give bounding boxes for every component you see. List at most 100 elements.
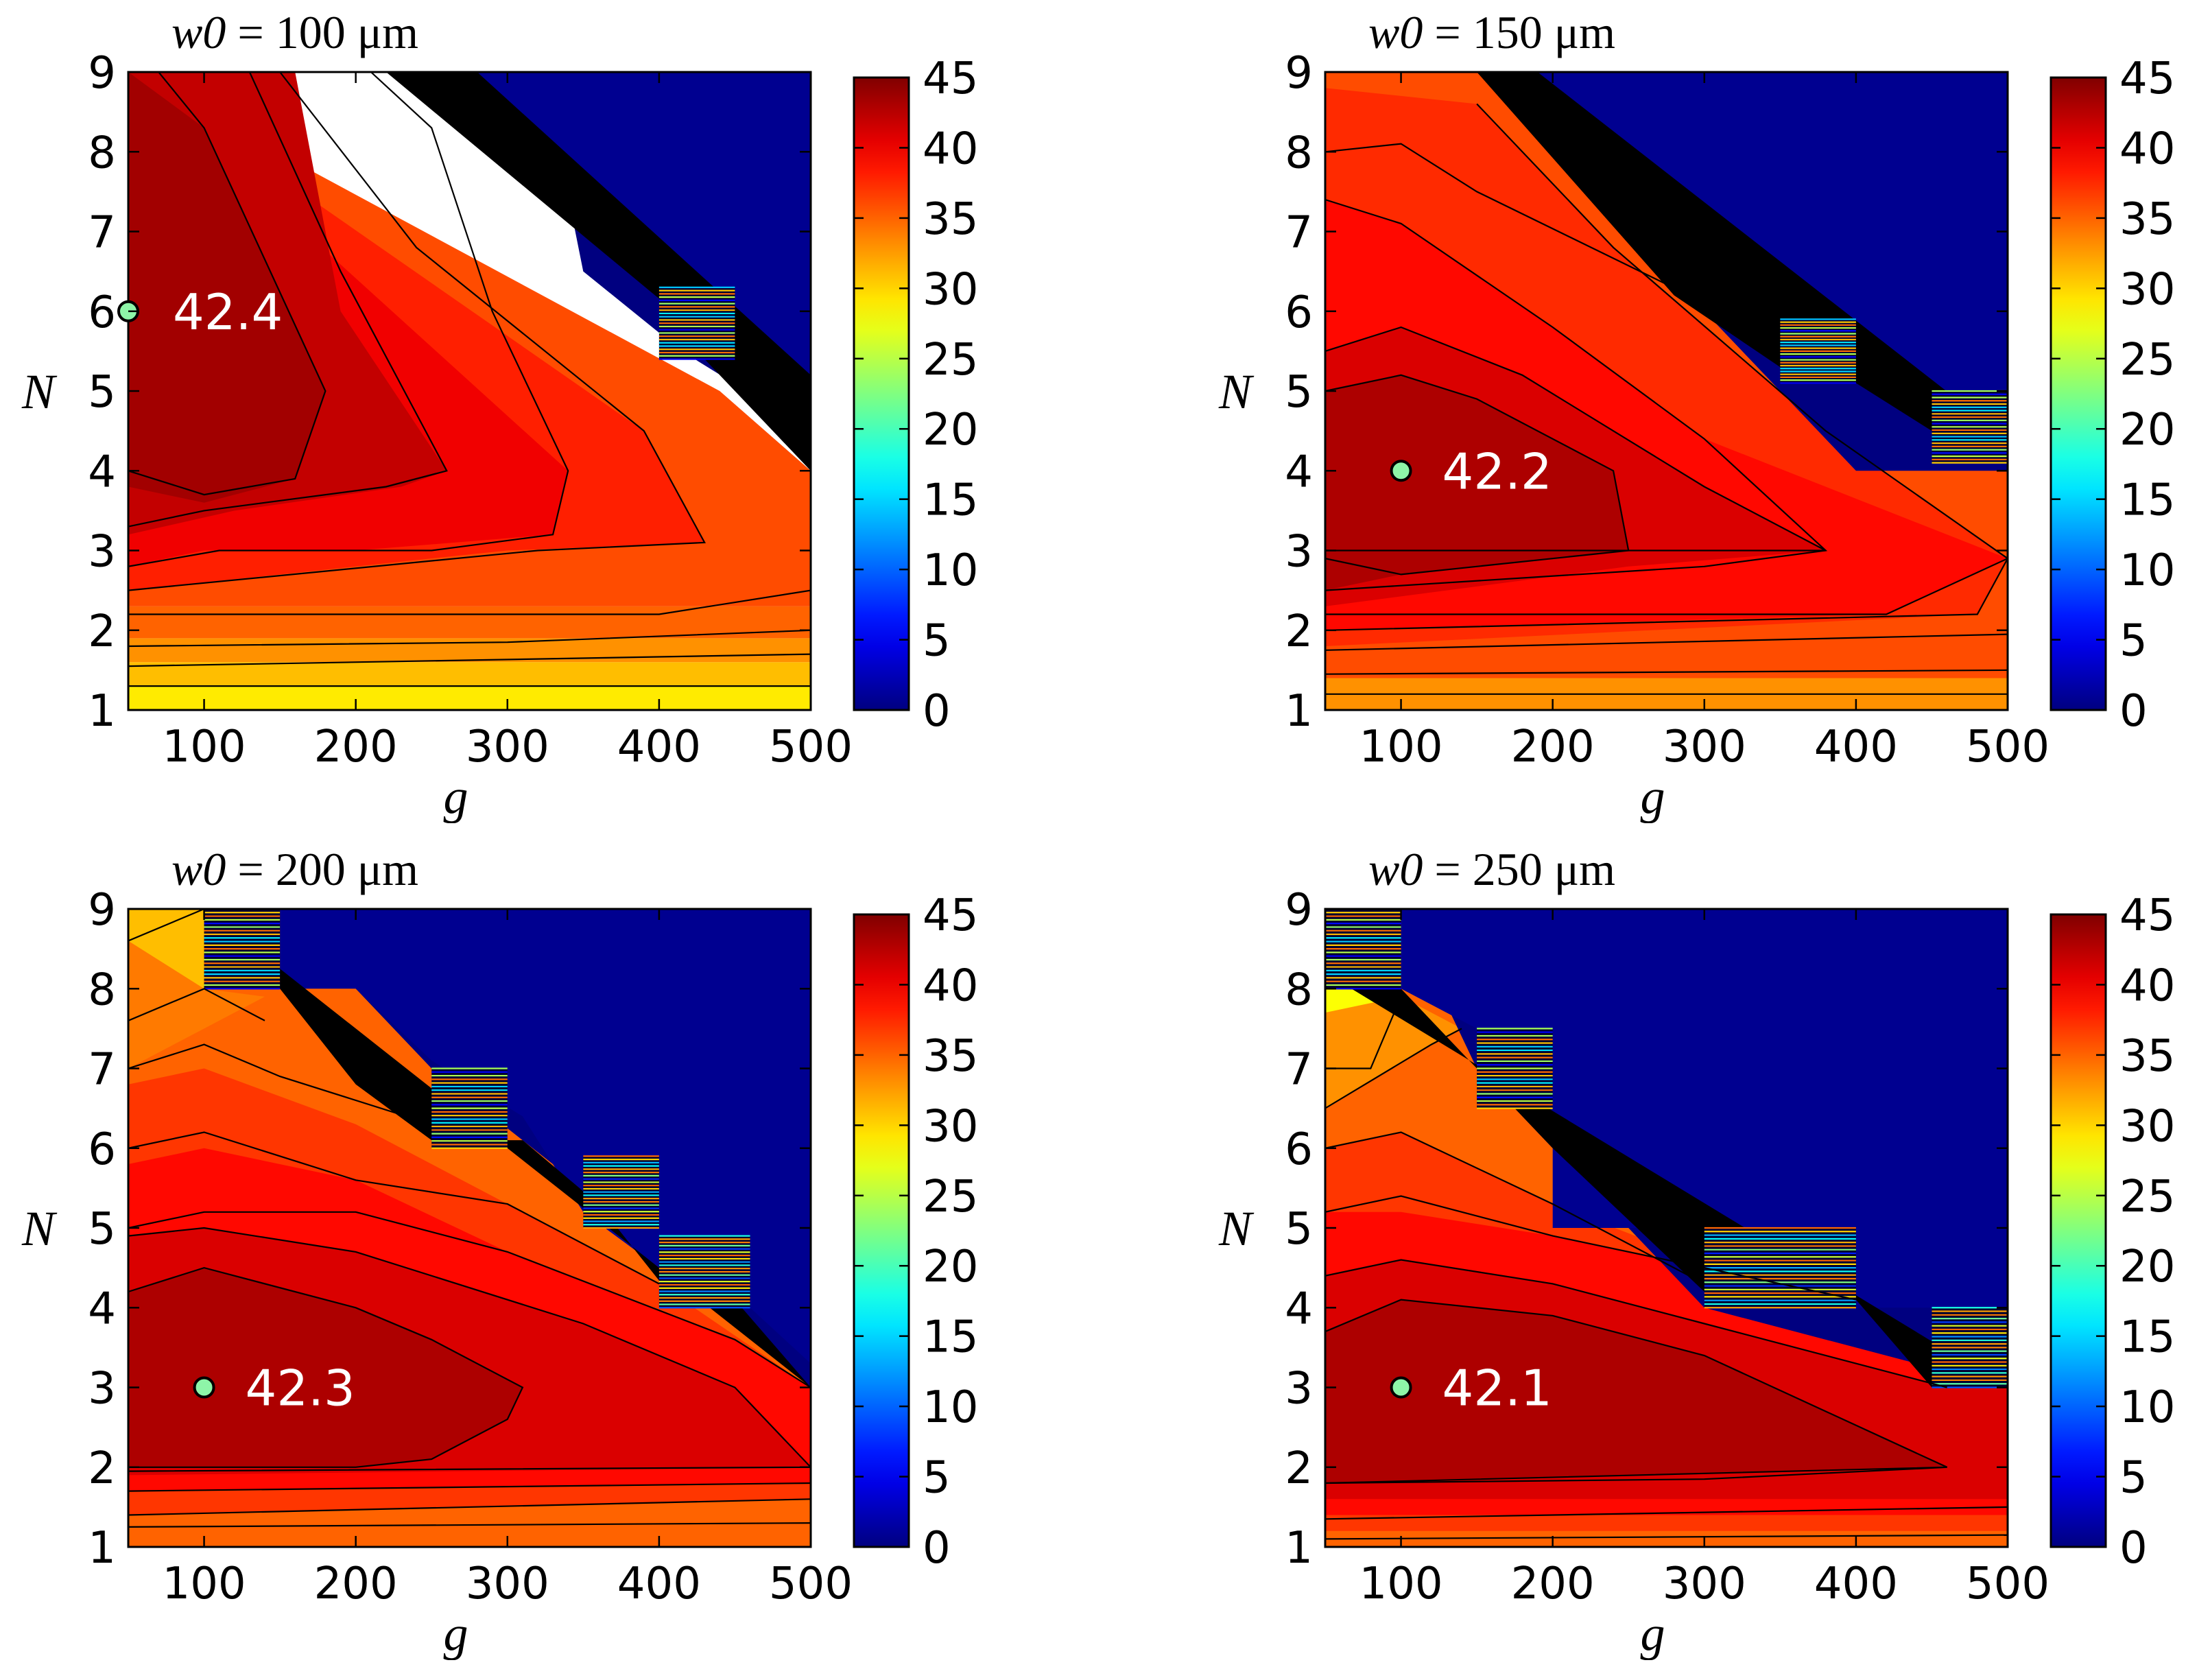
colorbar-tick-label: 40 xyxy=(2119,123,2175,174)
contour-line-8 xyxy=(128,988,265,1021)
x-tick-label: 100 xyxy=(162,1559,246,1609)
x-tick-label: 300 xyxy=(1663,1559,1746,1609)
x-tick-label: 200 xyxy=(1511,722,1595,772)
y-tick-label: 9 xyxy=(88,885,116,936)
contour-line-1 xyxy=(128,1498,811,1516)
x-tick-label: 300 xyxy=(466,1559,549,1609)
contour-area xyxy=(1325,909,2008,1547)
contour-line-6 xyxy=(128,1131,660,1285)
contour-region-0 xyxy=(128,686,811,710)
mesh-region-3 xyxy=(583,1155,659,1229)
colorbar-tick-label: 5 xyxy=(2119,1453,2148,1504)
max-point-marker xyxy=(1390,1376,1412,1399)
colorbar-tick-label: 35 xyxy=(923,1031,978,1082)
y-tick-label: 6 xyxy=(1285,287,1313,338)
zero-region xyxy=(1401,909,2008,1308)
colorbar-tick-label: 45 xyxy=(923,54,978,104)
contour-area xyxy=(1325,72,2008,710)
panel-title: w0 = 150 μm xyxy=(1368,6,1615,58)
y-tick-label: 2 xyxy=(88,1443,116,1494)
max-value-label: 42.3 xyxy=(246,1360,355,1417)
y-tick-label: 8 xyxy=(1285,965,1313,1015)
colorbar-tick-label: 25 xyxy=(2119,1172,2175,1222)
colorbar xyxy=(853,913,910,1548)
y-tick-label: 5 xyxy=(88,367,116,418)
x-tick-label: 200 xyxy=(1511,1559,1595,1609)
contour-line-2 xyxy=(128,1482,811,1492)
panel-title: w0 = 200 μm xyxy=(171,843,418,895)
contour-area xyxy=(128,909,811,1547)
mesh-region-2 xyxy=(1932,390,2008,464)
colorbar-tick-label: 30 xyxy=(2119,264,2175,315)
x-axis-label: g xyxy=(1641,1606,1665,1660)
x-tick-label: 400 xyxy=(617,1559,701,1609)
x-tick-label: 200 xyxy=(314,722,398,772)
colorbar-tick-label: 35 xyxy=(923,194,978,245)
panel-title: w0 = 100 μm xyxy=(171,6,418,58)
y-tick-label: 2 xyxy=(1285,606,1313,657)
contour-line-1 xyxy=(128,653,811,667)
colorbar-tick-label: 20 xyxy=(923,1242,978,1292)
y-tick-label: 3 xyxy=(88,1364,116,1415)
contour-line-8 xyxy=(1325,996,1402,1069)
colorbar xyxy=(2050,913,2107,1548)
y-tick-label: 1 xyxy=(1285,686,1313,737)
y-tick-label: 5 xyxy=(88,1204,116,1255)
colorbar-tick-label: 20 xyxy=(2119,405,2175,456)
x-tick-label: 300 xyxy=(466,722,549,772)
colorbar-tick-label: 20 xyxy=(923,405,978,456)
y-tick-label: 5 xyxy=(1285,367,1313,418)
mesh-region-3 xyxy=(1704,1227,1856,1309)
colorbar-tick-label: 15 xyxy=(2119,475,2175,526)
contour-line-8 xyxy=(1325,143,1690,296)
x-tick-label: 100 xyxy=(162,722,246,772)
y-tick-label: 7 xyxy=(88,208,116,259)
x-tick-label: 500 xyxy=(769,722,853,772)
y-tick-label: 8 xyxy=(1285,128,1313,178)
y-tick-label: 3 xyxy=(88,527,116,578)
y-tick-label: 1 xyxy=(88,686,116,737)
y-tick-label: 5 xyxy=(1285,1204,1313,1255)
y-tick-label: 6 xyxy=(88,287,116,338)
colorbar xyxy=(2050,76,2107,711)
y-tick-label: 9 xyxy=(1285,48,1313,99)
contour-line-1 xyxy=(1325,669,2008,675)
max-point-marker xyxy=(193,1376,215,1399)
y-tick-label: 1 xyxy=(1285,1523,1313,1574)
contour-line-5 xyxy=(1325,198,1828,591)
contour-panel-3: 42.3 w0 = 200 μm 100 200 300 400 500 1 2 3 4 5 6 7 8 9 g… xyxy=(0,837,1070,1660)
max-point-marker xyxy=(1390,460,1412,482)
contour-line-7 xyxy=(1325,1028,1462,1109)
contour-line-6 xyxy=(128,72,448,528)
y-tick-label: 2 xyxy=(88,606,116,657)
colorbar-tick-label: 10 xyxy=(923,545,978,596)
contour-line-3 xyxy=(1325,558,2008,631)
max-value-label: 42.2 xyxy=(1442,442,1552,500)
colorbar-tick-label: 0 xyxy=(923,686,951,737)
dense-contour-band xyxy=(1477,72,2008,439)
x-axis-label: g xyxy=(444,1606,468,1660)
y-tick-label: 4 xyxy=(88,447,116,497)
y-tick-label: 6 xyxy=(88,1124,116,1175)
y-tick-label: 8 xyxy=(88,965,116,1015)
y-axis-label: N xyxy=(21,1201,58,1256)
contour-line-5 xyxy=(1325,1195,1857,1301)
colorbar xyxy=(853,76,910,711)
max-value-label: 42.4 xyxy=(173,283,283,341)
colorbar-tick-label: 45 xyxy=(2119,890,2175,941)
y-tick-label: 9 xyxy=(88,48,116,99)
colorbar-tick-label: 10 xyxy=(2119,1382,2175,1433)
contour-region-1 xyxy=(128,662,811,687)
y-axis-label: N xyxy=(21,364,58,419)
colorbar-tick-label: 10 xyxy=(923,1382,978,1433)
contour-panel-1: 42.4 w0 = 100 μm 100 200 300 400 500 1 2 3 4 5 6 7 8 9 g… xyxy=(0,0,1070,823)
colorbar-tick-label: 40 xyxy=(923,960,978,1011)
colorbar-tick-label: 0 xyxy=(2119,686,2148,737)
colorbar-tick-label: 25 xyxy=(923,335,978,386)
colorbar-tick-label: 40 xyxy=(923,123,978,174)
contour-line-7 xyxy=(128,72,326,496)
y-tick-label: 3 xyxy=(1285,1364,1313,1415)
contour-line-1 xyxy=(1325,1506,2008,1520)
